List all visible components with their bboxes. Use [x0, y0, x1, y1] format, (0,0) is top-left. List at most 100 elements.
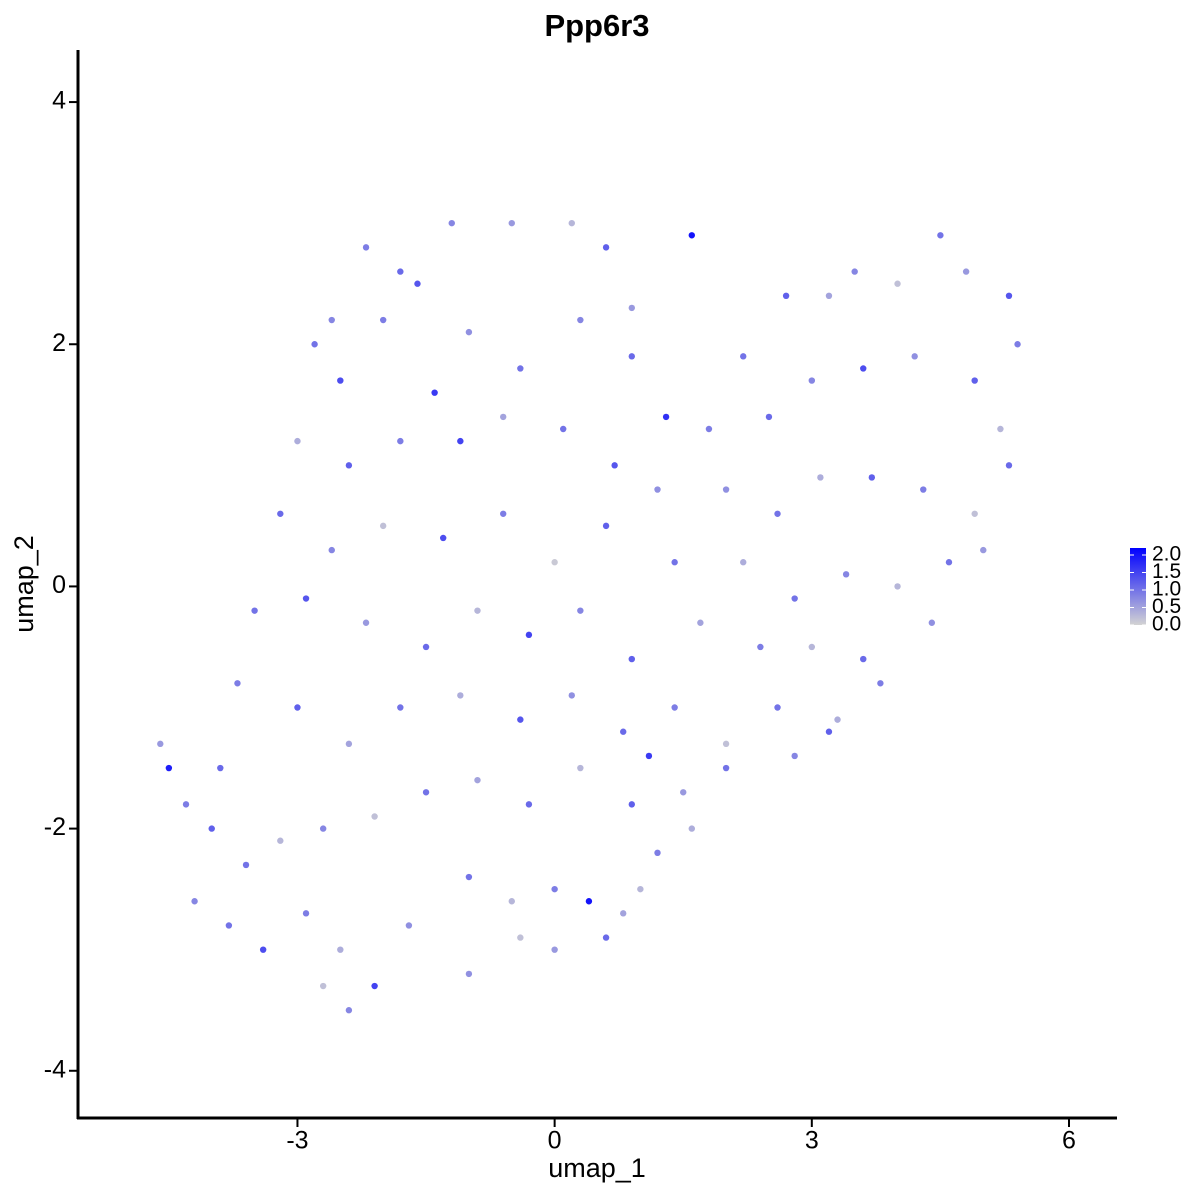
point — [362, 619, 370, 626]
point — [688, 232, 695, 239]
colorbar-label: 0.0 — [1152, 613, 1181, 636]
colorbar-label: 1.0 — [1152, 578, 1181, 601]
point — [500, 510, 507, 517]
point — [654, 849, 661, 857]
point — [680, 789, 687, 796]
point — [379, 522, 387, 530]
point — [705, 425, 713, 433]
point — [868, 474, 876, 481]
point — [628, 353, 635, 360]
point — [302, 595, 310, 602]
point — [397, 437, 404, 445]
point — [311, 341, 318, 348]
point — [842, 571, 850, 578]
point — [577, 764, 584, 772]
point — [645, 752, 653, 760]
point — [834, 716, 841, 723]
point — [808, 643, 816, 651]
point — [671, 704, 678, 711]
point — [911, 353, 918, 360]
point — [774, 510, 781, 517]
point — [431, 389, 438, 396]
point — [397, 268, 404, 275]
point — [500, 413, 507, 421]
point — [585, 898, 593, 905]
point — [791, 595, 798, 602]
point — [560, 425, 567, 433]
point — [465, 328, 473, 336]
point — [457, 692, 464, 699]
point — [448, 219, 455, 227]
point — [765, 413, 773, 421]
point — [697, 619, 704, 626]
point — [628, 801, 635, 808]
point — [465, 873, 473, 881]
point — [637, 885, 644, 893]
point — [568, 219, 575, 227]
point — [877, 680, 884, 687]
point — [851, 268, 858, 275]
point — [722, 764, 730, 772]
point — [757, 643, 764, 651]
point — [371, 982, 378, 990]
point — [302, 910, 310, 917]
point — [551, 885, 558, 893]
x-tick-label: 0 — [548, 1127, 562, 1155]
point — [620, 910, 627, 917]
point — [319, 982, 327, 990]
colorbar-label: 2.0 — [1152, 543, 1181, 566]
point — [774, 704, 781, 711]
colorbar-label: 0.5 — [1152, 595, 1181, 618]
point — [294, 704, 301, 711]
point — [825, 728, 833, 735]
colorbar-label: 1.5 — [1152, 560, 1181, 583]
point — [397, 704, 404, 711]
point — [611, 462, 618, 469]
point — [165, 764, 173, 772]
point — [551, 559, 558, 566]
point — [474, 607, 481, 614]
point — [208, 825, 215, 832]
point — [997, 425, 1004, 433]
point — [345, 462, 353, 469]
point — [808, 377, 816, 384]
point — [937, 232, 944, 239]
point — [422, 643, 430, 651]
point — [971, 510, 978, 517]
point — [620, 728, 627, 735]
point — [337, 946, 344, 953]
point — [628, 655, 635, 663]
colorbar — [1130, 548, 1146, 625]
point — [337, 377, 344, 384]
point — [525, 631, 533, 639]
point — [251, 607, 258, 614]
point — [860, 655, 867, 663]
y-axis-label: umap_2 — [9, 535, 39, 633]
point — [688, 825, 695, 832]
x-tick-label: -3 — [286, 1127, 308, 1155]
point — [277, 510, 284, 517]
point — [860, 365, 867, 372]
y-tick-label: -2 — [44, 813, 66, 841]
point — [422, 789, 430, 796]
point — [379, 316, 387, 324]
point — [662, 413, 670, 421]
point — [568, 692, 575, 699]
y-tick-label: 0 — [52, 571, 66, 599]
point — [654, 486, 661, 493]
point — [1005, 292, 1013, 300]
chart-title: Ppp6r3 — [544, 8, 649, 43]
point — [474, 776, 481, 784]
point — [722, 740, 730, 748]
y-tick-label: -4 — [44, 1055, 66, 1083]
x-tick-label: 6 — [1062, 1127, 1076, 1155]
point — [319, 825, 327, 832]
point — [740, 353, 747, 360]
point — [602, 244, 610, 251]
point — [945, 559, 953, 566]
point — [671, 559, 678, 566]
point — [234, 680, 241, 687]
point — [782, 292, 790, 300]
point — [517, 716, 524, 723]
point — [191, 898, 198, 905]
